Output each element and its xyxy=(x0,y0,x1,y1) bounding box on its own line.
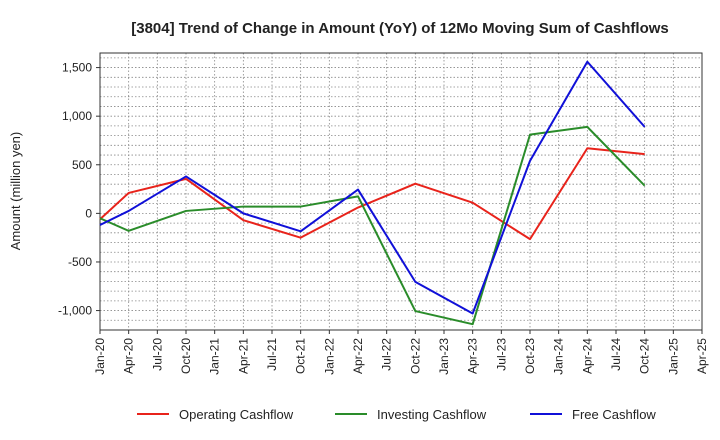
x-tick-label: Jan-25 xyxy=(666,338,680,375)
x-tick-label: Apr-25 xyxy=(695,338,709,374)
y-tick-label: 1,500 xyxy=(62,61,92,75)
series-lines xyxy=(99,60,646,326)
grid-lines xyxy=(99,53,703,330)
x-tick-label: Jan-22 xyxy=(322,338,336,375)
x-tick-label: Apr-24 xyxy=(580,338,594,374)
chart-title: [3804] Trend of Change in Amount (YoY) o… xyxy=(131,20,669,37)
x-axis-ticks: Jan-20 Apr-20 Jul-20 Oct-20 Jan-21 Apr-21 Jul-… xyxy=(93,330,709,375)
x-tick-label: Apr-20 xyxy=(122,338,136,374)
y-tick-label: 1,000 xyxy=(62,109,92,123)
x-tick-label: Apr-21 xyxy=(236,338,250,374)
legend: Operating Cashflow Investing Cashflow Free… xyxy=(137,407,656,422)
x-tick-label: Oct-20 xyxy=(179,338,193,374)
legend-label-investing-cashflow: Investing Cashflow xyxy=(377,407,487,422)
x-tick-label: Apr-22 xyxy=(351,338,365,374)
y-axis-label: Amount (million yen) xyxy=(8,132,23,251)
y-tick-label: -1,000 xyxy=(58,304,92,318)
legend-label-operating-cashflow: Operating Cashflow xyxy=(179,407,294,422)
y-tick-label: -500 xyxy=(68,255,92,269)
x-tick-label: Jul-22 xyxy=(380,338,394,371)
y-tick-label: 0 xyxy=(85,206,92,220)
x-tick-label: Jan-23 xyxy=(437,338,451,375)
x-tick-label: Oct-24 xyxy=(638,338,652,374)
x-tick-label: Jul-23 xyxy=(494,338,508,371)
y-tick-label: 500 xyxy=(72,158,92,172)
x-tick-label: Jul-20 xyxy=(150,338,164,371)
x-tick-label: Jul-24 xyxy=(609,338,623,371)
plot-area-frame xyxy=(99,52,703,331)
x-tick-label: Jan-24 xyxy=(552,338,566,375)
legend-label-free-cashflow: Free Cashflow xyxy=(572,407,656,422)
x-tick-label: Apr-23 xyxy=(466,338,480,374)
investing-cashflow-line xyxy=(99,125,646,326)
y-axis-ticks: -1,000 -500 0 500 1,000 1,500 xyxy=(58,61,100,318)
x-tick-label: Oct-21 xyxy=(294,338,308,374)
x-tick-label: Jan-20 xyxy=(93,338,107,375)
x-tick-label: Oct-22 xyxy=(408,338,422,374)
x-tick-label: Oct-23 xyxy=(523,338,537,374)
x-tick-label: Jan-21 xyxy=(208,338,222,375)
x-tick-label: Jul-21 xyxy=(265,338,279,371)
